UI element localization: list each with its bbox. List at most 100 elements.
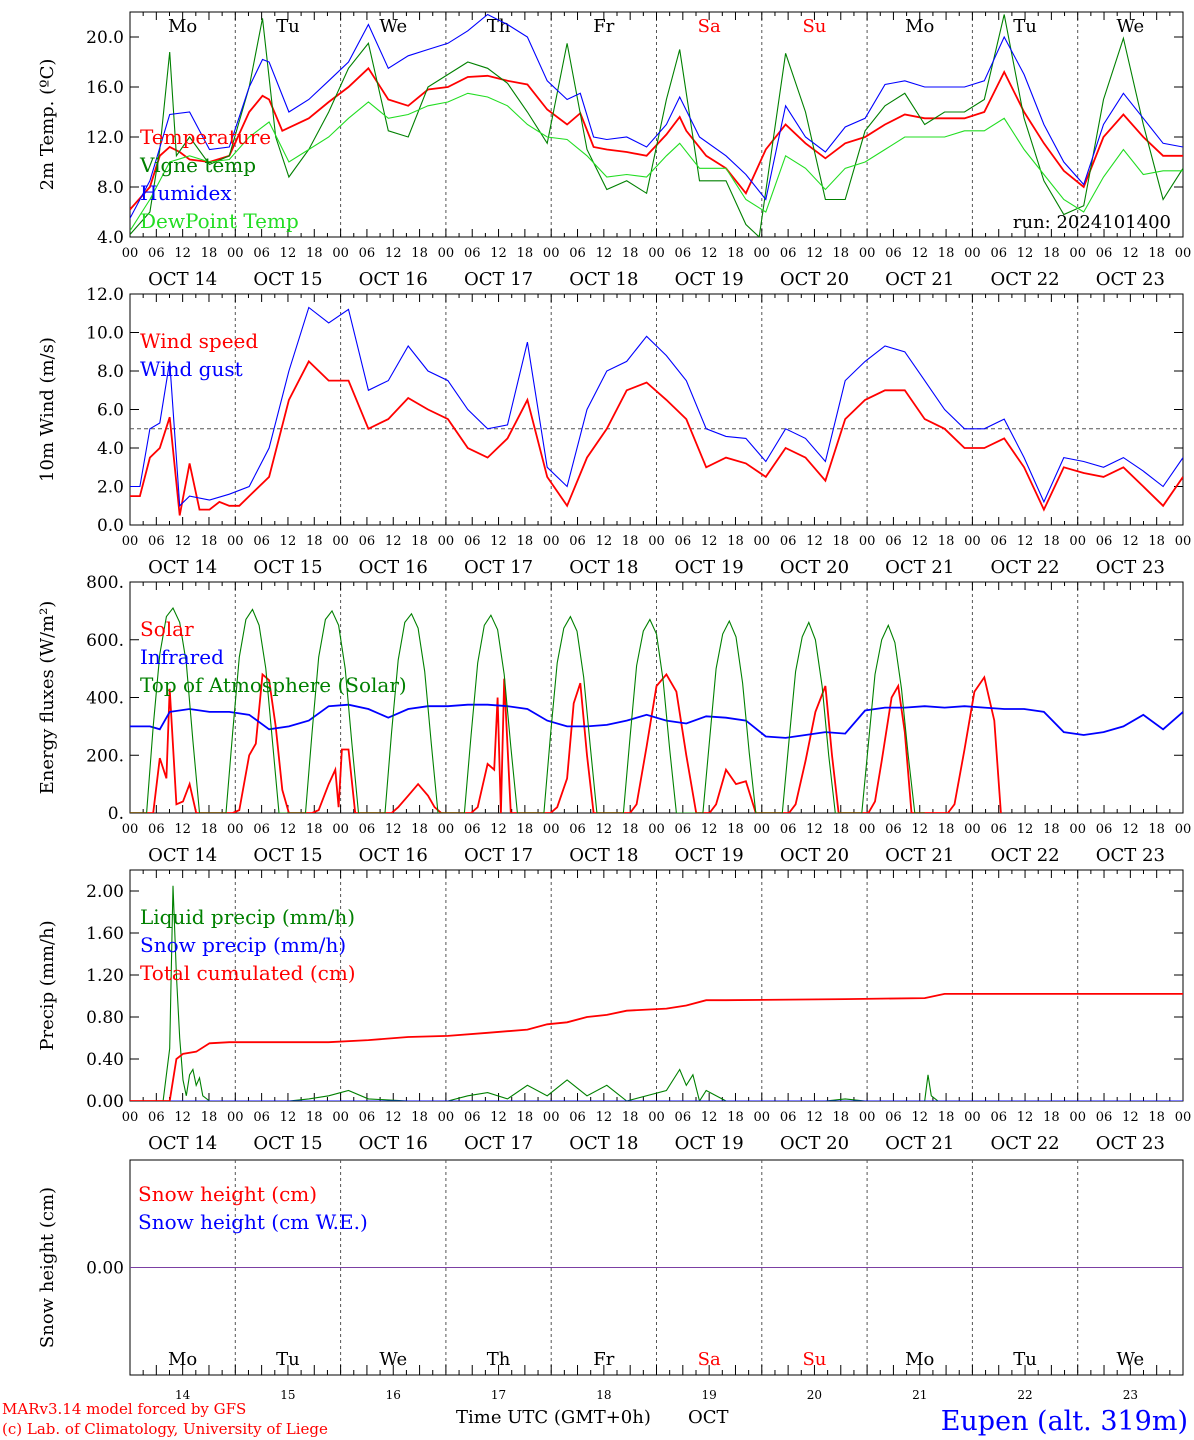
hour-tick-label: 12 <box>1017 246 1034 261</box>
hour-tick-label: 06 <box>990 246 1007 261</box>
hour-tick-label: 06 <box>780 1110 797 1125</box>
hour-tick-label: 00 <box>438 822 455 837</box>
legend-entry: Wind gust <box>140 357 243 381</box>
hour-tick-label: 06 <box>569 822 586 837</box>
y-axis-label: Energy fluxes (W/m²) <box>37 601 58 795</box>
hour-tick-label: 12 <box>1122 246 1139 261</box>
hour-tick-label: 18 <box>622 822 639 837</box>
hour-tick-label: 06 <box>990 822 1007 837</box>
hour-tick-label: 00 <box>122 246 139 261</box>
hour-tick-label: 06 <box>990 1110 1007 1125</box>
hour-tick-label: 18 <box>517 1110 534 1125</box>
hour-tick-label: 00 <box>543 534 560 549</box>
legend-entry: Snow precip (mm/h) <box>140 933 346 957</box>
y-tick-label: 0.40 <box>86 1050 124 1070</box>
hour-tick-label: 00 <box>1175 822 1192 837</box>
hour-tick-label: 18 <box>306 822 323 837</box>
date-label: OCT 16 <box>359 845 428 866</box>
legend-entry: Infrared <box>140 645 224 669</box>
hour-tick-label: 00 <box>754 534 771 549</box>
hour-tick-label: 00 <box>859 246 876 261</box>
hour-tick-label: 00 <box>227 534 244 549</box>
date-label: OCT 14 <box>148 845 217 866</box>
date-label: OCT 21 <box>885 557 954 578</box>
y-tick-label: 4.0 <box>97 228 124 248</box>
hour-tick-label: 06 <box>1096 246 1113 261</box>
series-line-solar <box>130 672 1002 813</box>
series-line-dewpoint-temp <box>130 92 1183 232</box>
hour-tick-label: 12 <box>174 1110 191 1125</box>
hour-tick-label: 18 <box>306 246 323 261</box>
date-label: OCT 15 <box>253 269 322 290</box>
hour-tick-label: 12 <box>174 534 191 549</box>
date-label: OCT 18 <box>569 1133 638 1154</box>
hour-tick-label: 00 <box>332 534 349 549</box>
weekday-label: Th <box>487 1349 511 1370</box>
hour-tick-label: 18 <box>517 822 534 837</box>
hour-tick-label: 18 <box>411 246 428 261</box>
y-tick-label: 16.0 <box>86 78 124 98</box>
y-tick-label: 12.0 <box>86 128 124 148</box>
hour-tick-label: 12 <box>701 534 718 549</box>
y-tick-label: 2.00 <box>86 882 124 902</box>
hour-tick-label: 18 <box>411 534 428 549</box>
y-tick-label: 10.0 <box>86 324 124 344</box>
date-label: OCT 22 <box>990 845 1059 866</box>
hour-tick-label: 00 <box>543 246 560 261</box>
hour-tick-label: 06 <box>675 246 692 261</box>
date-label: OCT 23 <box>1096 557 1165 578</box>
y-tick-label: 20.0 <box>86 28 124 48</box>
hour-tick-label: 18 <box>201 1110 218 1125</box>
hour-tick-label: 06 <box>148 822 165 837</box>
hour-tick-label: 00 <box>332 822 349 837</box>
hour-tick-label: 12 <box>280 1110 297 1125</box>
hour-tick-label: 00 <box>438 534 455 549</box>
hour-tick-label: 18 <box>938 534 955 549</box>
hour-tick-label: 18 <box>1148 1110 1165 1125</box>
date-label: OCT 19 <box>675 845 744 866</box>
chart-panel-3: 0. 200. 400. 600. 800. Energy fluxes (W/m²) 00… <box>37 573 1191 866</box>
day-number-label: 14 <box>175 1388 191 1402</box>
hour-tick-label: 00 <box>1069 1110 1086 1125</box>
hour-tick-label: 18 <box>727 534 744 549</box>
hour-tick-label: 12 <box>490 1110 507 1125</box>
date-label: OCT 16 <box>359 1133 428 1154</box>
hour-tick-label: 06 <box>885 822 902 837</box>
y-tick-label: 1.20 <box>86 966 124 986</box>
hour-tick-label: 06 <box>253 246 270 261</box>
legend-entry: Wind speed <box>140 329 258 353</box>
y-tick-label: 0.80 <box>86 1008 124 1028</box>
hour-tick-label: 12 <box>806 1110 823 1125</box>
legend-entry: Total cumulated (cm) <box>140 961 356 985</box>
hour-tick-label: 12 <box>701 246 718 261</box>
chart-panel-1: 4.0 8.0 12.0 16.0 20.0 2m Temp. (ºC) Mo Tu We Th F… <box>37 11 1191 290</box>
date-label: OCT 15 <box>253 1133 322 1154</box>
day-number-label: 21 <box>912 1388 927 1402</box>
series-line-total-cumulated-cm- <box>130 993 1183 1101</box>
date-label: OCT 19 <box>675 557 744 578</box>
weekday-label: We <box>379 16 407 37</box>
hour-tick-label: 00 <box>964 822 981 837</box>
hour-tick-label: 06 <box>359 1110 376 1125</box>
hour-tick-label: 00 <box>754 246 771 261</box>
hour-tick-label: 18 <box>727 1110 744 1125</box>
hour-tick-label: 18 <box>306 1110 323 1125</box>
hour-tick-label: 12 <box>174 246 191 261</box>
hour-tick-label: 12 <box>280 246 297 261</box>
hour-tick-label: 00 <box>332 246 349 261</box>
y-tick-label: 0.00 <box>86 1092 124 1112</box>
hour-tick-label: 12 <box>596 1110 613 1125</box>
hour-tick-label: 00 <box>964 246 981 261</box>
hour-tick-label: 00 <box>964 1110 981 1125</box>
date-label: OCT 14 <box>148 557 217 578</box>
date-label: OCT 16 <box>359 557 428 578</box>
date-label: OCT 17 <box>464 1133 533 1154</box>
hour-tick-label: 12 <box>911 534 928 549</box>
weekday-label: Sa <box>698 16 721 37</box>
y-axis-label: Precip (mm/h) <box>37 920 58 1050</box>
hour-tick-label: 18 <box>1148 246 1165 261</box>
legend-entry: Snow height (cm W.E.) <box>138 1210 368 1234</box>
legend-entry: Vigne temp <box>139 153 256 177</box>
hour-tick-label: 12 <box>1017 1110 1034 1125</box>
